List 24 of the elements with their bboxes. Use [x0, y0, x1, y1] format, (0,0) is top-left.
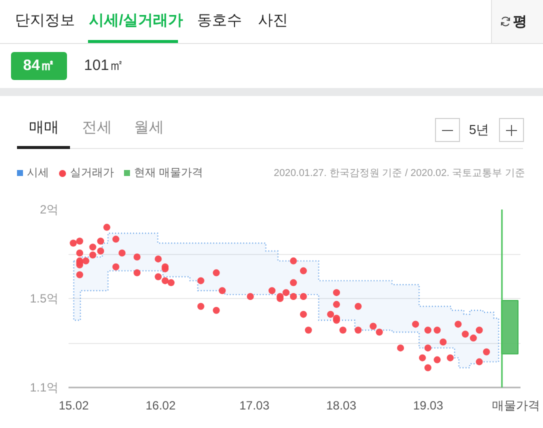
y-tick-label: 1.5억: [30, 292, 59, 306]
y-tick-label: 2억: [40, 202, 59, 216]
tab-label: 전세: [82, 118, 112, 137]
note: 2020.01.27. 한국감정원 기준 / 2020.02. 국토교통부 기준: [274, 167, 525, 180]
option-label: 101㎡: [84, 56, 124, 75]
x-tick-label: 17.03: [239, 398, 270, 412]
legend-label: 현재 매물가격: [134, 166, 204, 180]
tab-label: 사진: [258, 11, 288, 30]
x-tick-label: 18.03: [326, 398, 357, 412]
tab-label: 월세: [134, 118, 164, 137]
tab-label: 동호수: [197, 11, 242, 30]
label: 5년: [469, 121, 490, 138]
x-tick-label: 매물가격: [492, 398, 540, 412]
x-tick-label: 19.03: [413, 398, 444, 412]
button-label: 평: [513, 12, 527, 30]
legend-label: 실거래가: [70, 166, 114, 180]
button: 84㎡: [11, 52, 67, 80]
tab-label: 시세/실거래가: [89, 11, 184, 30]
tab-label: 단지정보: [15, 11, 75, 30]
tab-label: 매매: [29, 118, 59, 137]
y-tick-label: 1.1억: [30, 380, 59, 394]
x-tick-label: 15.02: [58, 398, 90, 412]
legend-label: 시세: [27, 166, 49, 180]
x-tick-label: 16.02: [146, 398, 176, 412]
